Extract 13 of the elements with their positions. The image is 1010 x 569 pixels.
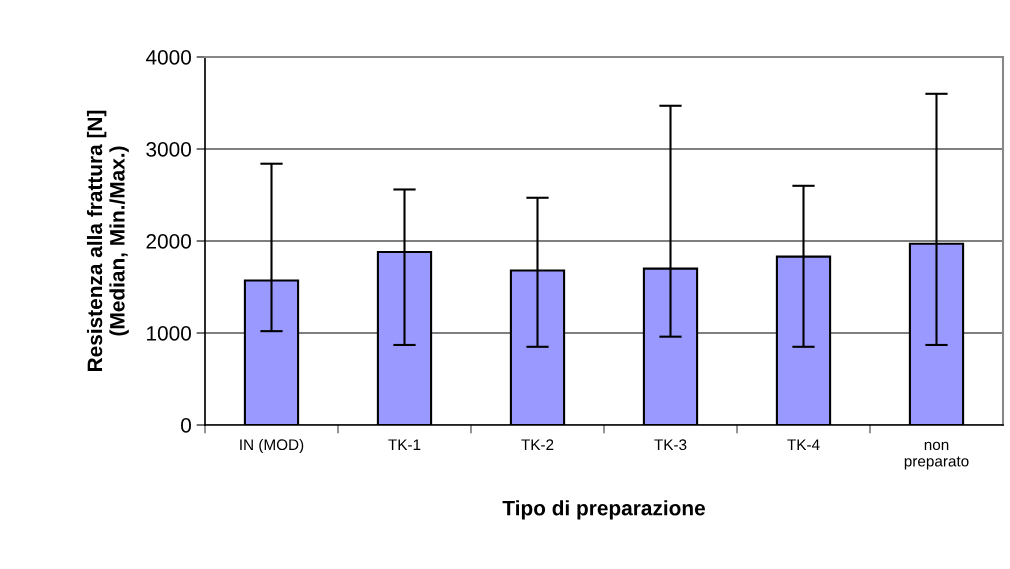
x-axis-title: Tipo di preparazione bbox=[502, 500, 705, 520]
x-tick-label: TK-4 bbox=[787, 439, 820, 450]
y-tick-label: 0 bbox=[181, 418, 191, 433]
y-tick-label: 3000 bbox=[146, 142, 191, 157]
x-tick-label: TK-1 bbox=[388, 439, 421, 450]
x-tick-label: IN (MOD) bbox=[240, 438, 304, 454]
y-tick-label: 2000 bbox=[146, 234, 191, 249]
x-tick-label: non preparato bbox=[904, 441, 969, 470]
y-tick-label: 4000 bbox=[145, 50, 191, 65]
x-tick-label: TK-3 bbox=[654, 439, 687, 451]
x-tick-label: TK-2 bbox=[521, 439, 554, 450]
y-tick-label: 1000 bbox=[147, 326, 191, 341]
y-axis-title: Resistenza alla frattura [N] (Median, Min./Max.) bbox=[86, 110, 129, 371]
